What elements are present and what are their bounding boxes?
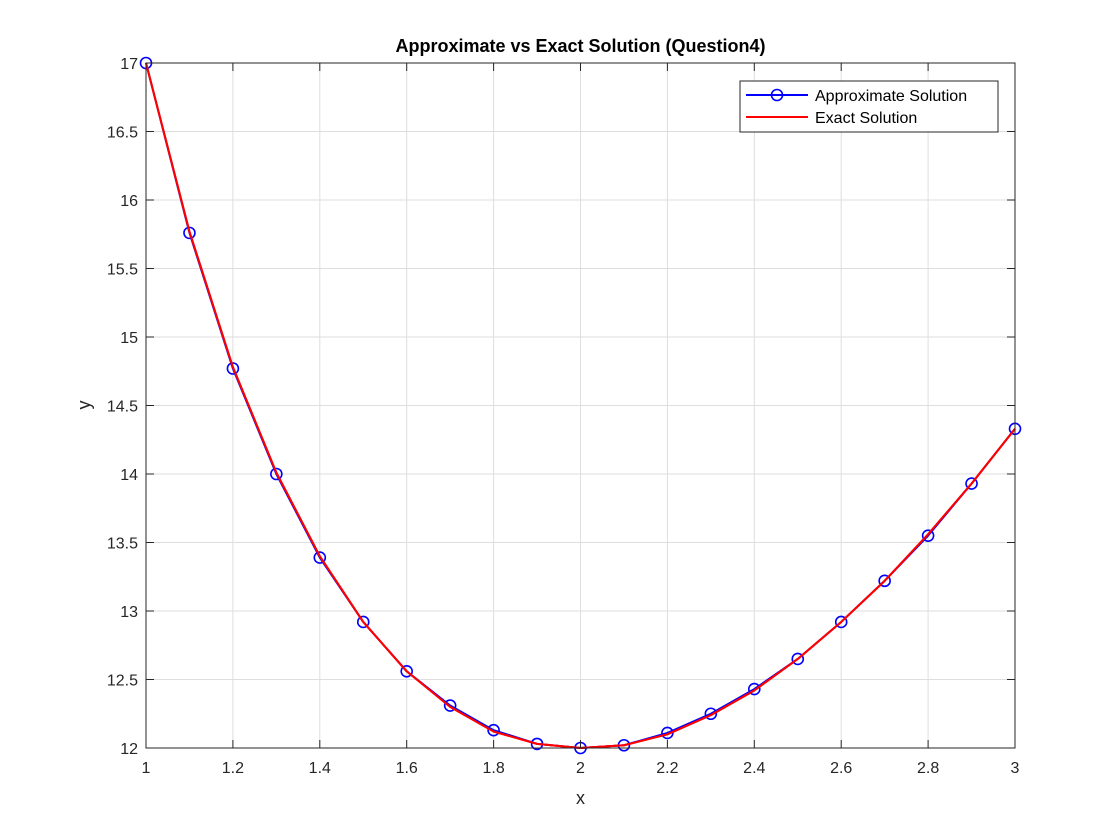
y-tick-label: 12.5 (107, 673, 138, 690)
legend-box (739, 80, 999, 133)
ticks: 1 1.2 1.4 1.6 1.8 2 2.2 2.4 2.6 2.8 3 12 12.5 13 13.5 1… (107, 56, 1020, 777)
data-point-approximate (356, 615, 370, 629)
data-point-approximate (834, 615, 848, 629)
legend-label-approximate: Approximate Solution (815, 88, 967, 105)
chart-title: Approximate vs Exact Solution (Question4… (395, 36, 765, 56)
data-point-approximate (443, 699, 457, 712)
x-tick-label: 2.4 (743, 760, 765, 777)
x-tick-label: 1.6 (396, 760, 418, 777)
x-tick-label: 2 (576, 760, 585, 777)
x-tick-label: 1 (142, 760, 151, 777)
y-axis-label: y (74, 401, 94, 410)
x-tick-label: 2.2 (656, 760, 678, 777)
y-tick-label: 13.5 (107, 536, 138, 553)
data-point-approximate (704, 707, 718, 721)
y-tick-label: 13 (120, 604, 138, 621)
data-point-approximate (226, 362, 240, 375)
y-tick-label: 15.5 (107, 262, 138, 279)
data-point-approximate (921, 529, 935, 542)
legend-label-exact: Exact Solution (815, 110, 917, 127)
x-tick-label: 1.4 (309, 760, 331, 777)
y-tick-label: 17 (120, 56, 138, 73)
legend-marker-approximate (770, 88, 784, 102)
x-axis-label: x (576, 788, 585, 808)
data-point-approximate (487, 723, 500, 737)
y-tick-label: 16.5 (107, 125, 138, 142)
y-tick-label: 16 (120, 193, 138, 210)
data-point-approximate (747, 682, 761, 696)
x-tick-label: 1.8 (482, 760, 504, 777)
y-tick-label: 15 (120, 330, 138, 347)
y-tick-label: 14 (120, 467, 138, 484)
y-tick-label: 14.5 (107, 399, 138, 416)
data-point-approximate (878, 574, 891, 588)
x-tick-label: 3 (1011, 760, 1020, 777)
legend: Approximate Solution Exact Solution (739, 80, 999, 133)
data-point-approximate (791, 652, 805, 666)
x-tick-label: 2.8 (917, 760, 939, 777)
data-point-approximate (965, 477, 978, 490)
data-point-approximate (270, 467, 283, 481)
x-tick-label: 2.6 (830, 760, 852, 777)
data-point-approximate (183, 226, 196, 240)
data-point-approximate (400, 664, 414, 678)
y-tick-label: 12 (120, 741, 138, 758)
data-point-approximate (313, 551, 327, 564)
x-tick-label: 1.2 (222, 760, 244, 777)
